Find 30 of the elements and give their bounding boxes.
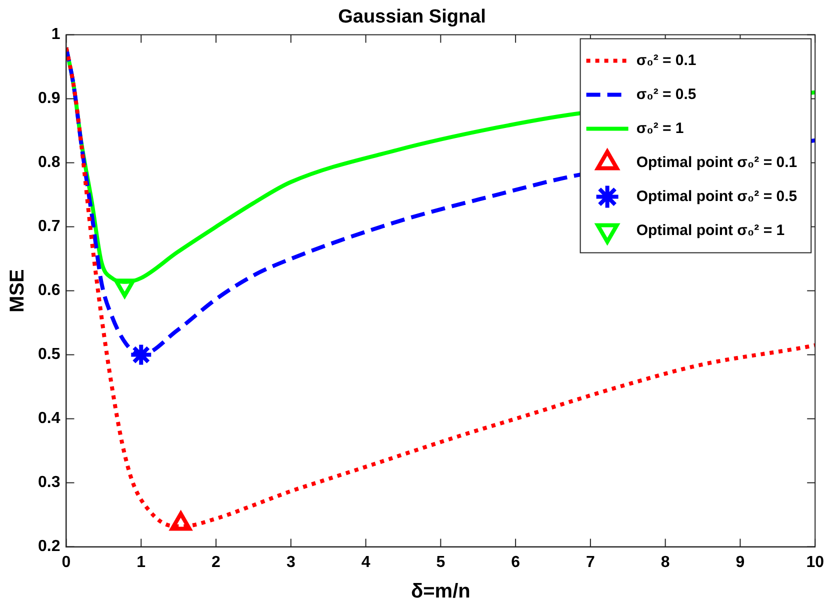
legend-label: Optimal point σ₀² = 1 xyxy=(636,222,785,239)
legend-label: σ₀² = 0.1 xyxy=(636,52,696,69)
x-tick-label: 3 xyxy=(286,554,296,571)
x-axis-title: δ=m/n xyxy=(410,580,470,603)
legend-label: Optimal point σ₀² = 0.1 xyxy=(636,154,798,171)
y-tick-label: 0.3 xyxy=(38,474,60,492)
legend-label: σ₀² = 1 xyxy=(636,120,684,137)
y-tick-label: 0.7 xyxy=(38,218,60,236)
x-tick-label: 1 xyxy=(136,554,146,571)
y-tick-label: 0.8 xyxy=(38,154,60,172)
line-series xyxy=(66,46,816,528)
x-tick-label: 10 xyxy=(806,554,824,571)
y-tick-label: 0.5 xyxy=(38,346,60,364)
x-tick-label: 0 xyxy=(62,554,71,571)
x-tick-label: 6 xyxy=(511,554,520,571)
legend-label: σ₀² = 0.5 xyxy=(636,86,696,103)
y-tick-label: 0.9 xyxy=(38,90,60,108)
y-tick-label: 0.4 xyxy=(38,410,60,428)
x-tick-label: 7 xyxy=(586,554,595,571)
x-tick-label: 4 xyxy=(361,554,370,571)
y-tick-label: 1 xyxy=(51,26,60,44)
legend-label: Optimal point σ₀² = 0.5 xyxy=(636,188,798,205)
x-tick-label: 9 xyxy=(736,554,745,571)
chart-title: Gaussian Signal xyxy=(338,6,486,28)
y-tick-label: 0.2 xyxy=(38,538,60,556)
y-tick-label: 0.6 xyxy=(38,282,60,300)
x-tick-label: 5 xyxy=(436,554,446,571)
y-axis-title: MSE xyxy=(6,269,29,312)
x-tick-label: 2 xyxy=(212,554,221,571)
x-tick-label: 8 xyxy=(660,554,670,571)
